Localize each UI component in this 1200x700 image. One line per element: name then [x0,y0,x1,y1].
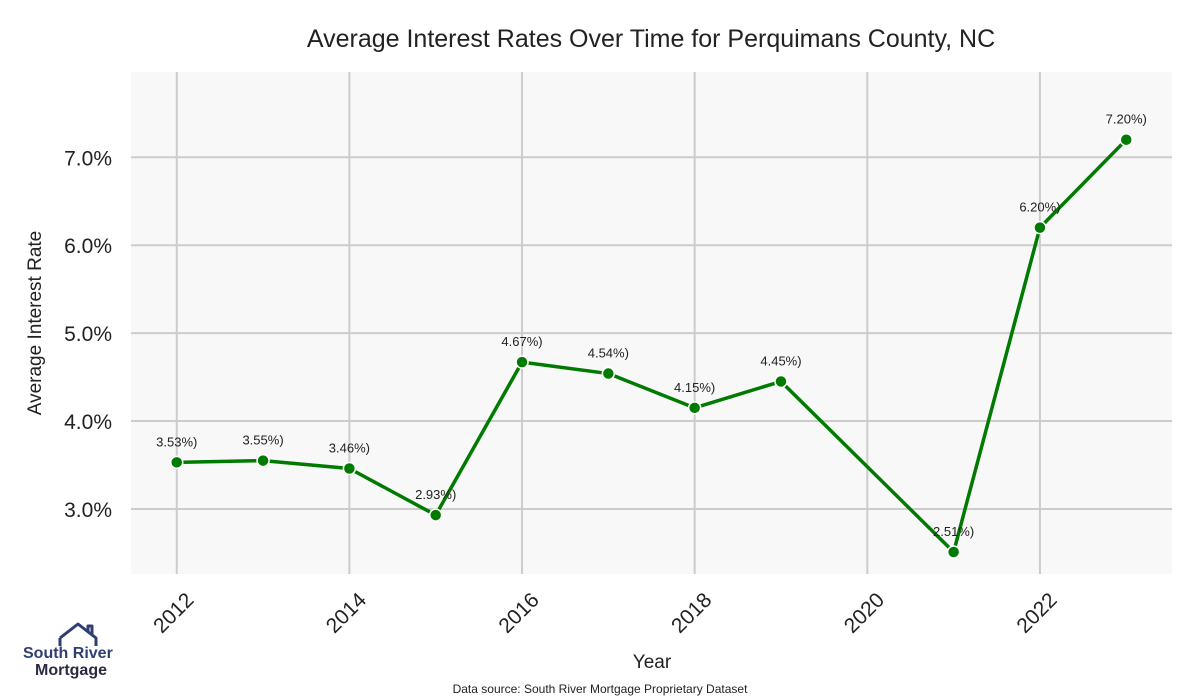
series-layer: 3.53%) 3.55%) 3.46%) 2.93%) 4.67%) 4.54%) 4.15… [156,112,1147,559]
data-point [1033,220,1047,235]
data-point [687,401,702,415]
logo-line-1: South River [23,645,113,662]
south-river-mortgage-logo: South River Mortgage [23,622,113,679]
logo-line-2: Mortgage [35,662,107,679]
y-tick-label: 6.0% [64,235,112,258]
data-label: 4.54%) [588,346,629,361]
x-tick-label: 2018 [667,588,716,637]
data-point [1119,132,1134,147]
x-tick-label: 2020 [840,588,889,637]
data-label: 7.20%) [1106,112,1147,127]
data-point [946,545,961,559]
grid-lines [131,72,1172,574]
data-label: 3.55%) [242,433,283,448]
y-axis-label: Average Interest Rate [25,231,46,415]
data-point [774,374,788,389]
data-label: 2.93%) [415,487,456,502]
data-label: 4.67%) [501,334,542,349]
data-label: 2.51%) [933,524,974,539]
data-point [342,461,357,476]
chart-title: Average Interest Rates Over Time for Per… [307,25,995,53]
data-point [515,355,529,369]
data-label: 6.20%) [1019,200,1060,215]
data-label: 3.46%) [329,441,370,456]
y-tick-label: 7.0% [64,147,112,170]
data-label: 3.53%) [156,434,197,449]
data-source-note: Data source: South River Mortgage Propri… [453,682,748,696]
x-tick-label: 2012 [149,588,198,637]
y-tick-label: 3.0% [64,499,112,522]
data-point [256,453,270,468]
house-outline-icon [58,622,98,646]
data-point [428,508,443,522]
plot-area [131,72,1172,574]
data-label: 4.15%) [674,380,715,395]
x-tick-label: 2014 [322,588,372,638]
x-axis-label: Year [633,652,672,673]
y-tick-label: 4.0% [64,411,112,434]
data-label: 4.45%) [760,353,801,368]
x-tick-label: 2016 [494,588,543,637]
y-tick-label: 5.0% [64,323,112,346]
data-point [601,366,616,381]
data-point [169,455,184,470]
x-tick-label: 2022 [1012,588,1061,637]
